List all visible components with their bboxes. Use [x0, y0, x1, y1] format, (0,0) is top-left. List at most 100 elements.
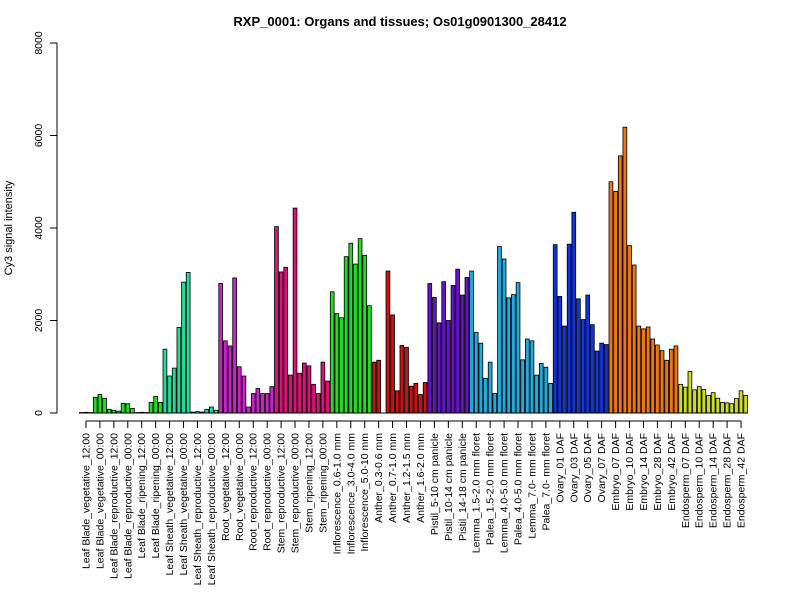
bar — [525, 338, 530, 414]
bar — [171, 367, 177, 414]
bar — [715, 397, 721, 414]
x-tick-label: Anther_1.6-2.0 mm — [415, 433, 427, 523]
x-tick-label: Leaf Blade_reproductive_00:00 — [122, 433, 134, 579]
bar — [650, 338, 656, 414]
bar — [422, 382, 428, 414]
bar — [125, 403, 131, 414]
bar — [506, 297, 512, 414]
bar — [627, 245, 632, 414]
bar — [682, 386, 688, 414]
bar — [297, 372, 302, 414]
bar — [655, 344, 660, 414]
bar — [664, 359, 669, 414]
bar — [483, 377, 488, 414]
x-tick-label: Anther_0.7-1.0 mm — [387, 433, 399, 523]
bar — [720, 401, 725, 414]
bar — [534, 374, 539, 414]
x-tick-label: Leaf Sheath_vegetative_00:00 — [178, 433, 190, 576]
bar — [641, 328, 646, 414]
bar — [571, 211, 577, 414]
bar — [92, 396, 98, 414]
bar — [724, 402, 730, 414]
x-tick-label: Endosperm_10 DAF — [694, 433, 706, 528]
bar — [464, 277, 470, 414]
bar — [181, 281, 186, 414]
x-tick-label: Ovary_03 DAF — [568, 433, 580, 502]
x-tick-label: Stem_ripening_12:00 — [303, 433, 315, 533]
bar — [743, 395, 748, 414]
bar — [306, 365, 312, 414]
bar — [459, 294, 465, 414]
bar — [441, 281, 447, 414]
x-tick-label: Ovary_07 DAF — [596, 433, 608, 502]
x-tick-label: Pistil_5-10 cm panicle — [429, 433, 441, 535]
x-tick-label: Ovary_01 DAF — [554, 433, 566, 502]
bar — [260, 393, 265, 414]
bar — [371, 361, 377, 414]
bar — [734, 398, 739, 414]
bar — [390, 314, 395, 414]
bar — [478, 342, 484, 414]
bar — [580, 319, 586, 414]
bar — [710, 392, 716, 414]
bar — [315, 393, 321, 414]
bar — [241, 375, 247, 414]
bar — [692, 389, 697, 414]
x-tick-label: Leaf Blade_vegetative_12:00 — [80, 433, 92, 569]
bar — [250, 393, 256, 414]
bar — [566, 243, 572, 414]
bar — [236, 366, 242, 414]
bar — [608, 181, 614, 414]
bar — [455, 268, 460, 414]
bar — [120, 402, 126, 414]
bar — [334, 313, 340, 414]
x-tick-label: Endosperm_42 DAF — [736, 433, 748, 528]
x-tick-label: Root_reproductive_12:00 — [248, 433, 260, 551]
bar — [487, 361, 493, 414]
bar — [404, 346, 409, 414]
x-tick-label: Embryo_28 DAF — [652, 433, 664, 511]
bar — [153, 395, 158, 414]
x-tick-label: Palea_7.0- mm floret — [540, 433, 552, 531]
x-tick-label: Leaf Blade_reproductive_12:00 — [108, 433, 120, 579]
bar — [320, 361, 326, 414]
bar — [408, 385, 414, 414]
bar — [185, 271, 191, 414]
bar — [106, 408, 112, 414]
bar — [543, 366, 549, 414]
bar — [232, 277, 237, 414]
bar — [167, 375, 172, 414]
x-tick-label: Anther_1.2-1.5 mm — [401, 433, 413, 523]
x-tick-label: Inflorescence_5.0-10 mm — [359, 433, 371, 552]
bar — [223, 340, 228, 414]
bar — [274, 226, 279, 414]
bar — [511, 294, 516, 414]
bar — [357, 238, 363, 414]
bar — [501, 258, 507, 414]
bar — [548, 382, 553, 414]
x-tick-label: Leaf Blade_ripening_12:00 — [136, 433, 148, 559]
bar — [473, 332, 479, 414]
x-tick-label: Embryo_10 DAF — [624, 433, 636, 511]
bar — [696, 386, 702, 414]
x-tick-label: Embryo_42 DAF — [666, 433, 678, 511]
bar — [529, 340, 535, 414]
y-tick-label: 0 — [33, 410, 45, 416]
x-tick-label: Leaf Sheath_reproductive_12:00 — [192, 433, 204, 586]
x-tick-label: Inflorescence_0.6-1.0 mm — [331, 433, 343, 555]
bar — [436, 322, 442, 414]
bar — [269, 386, 275, 414]
x-axis: Leaf Blade_vegetative_12:00 Leaf Blade_ve… — [80, 420, 748, 586]
y-axis-label: Cy3 signal intensity — [3, 180, 15, 275]
x-tick-label: Palea_4.0-5.0 mm floret — [513, 433, 525, 545]
bar — [376, 359, 381, 414]
x-tick-label: Endosperm_07 DAF — [680, 433, 692, 528]
bar — [292, 207, 298, 414]
x-tick-label: Root_vegetative_00:00 — [234, 433, 246, 541]
x-tick-label: Lemma_1.5-2.0 mm floret — [471, 433, 483, 553]
bar — [209, 406, 214, 414]
bar — [576, 298, 581, 414]
bar — [288, 374, 293, 414]
x-tick-label: Pistil_10-14 cm panicle — [443, 433, 455, 541]
